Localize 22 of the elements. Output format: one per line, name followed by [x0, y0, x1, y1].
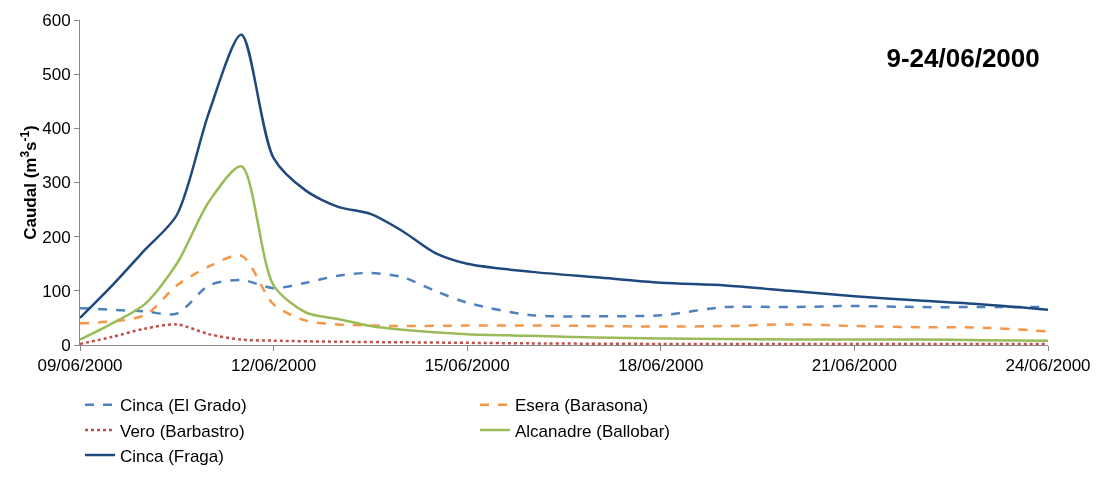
x-tick-label: 12/06/2000 [231, 356, 317, 376]
x-tick-label: 18/06/2000 [618, 356, 704, 376]
y-tick-label: 200 [42, 227, 71, 247]
y-tick-label: 0 [61, 335, 71, 355]
y-tick-label: 400 [42, 119, 71, 139]
x-tick-label: 21/06/2000 [811, 356, 897, 376]
line-series [80, 254, 1048, 333]
y-tick-label: 100 [42, 281, 71, 301]
x-tick-label: 24/06/2000 [1005, 356, 1091, 376]
line-series [80, 33, 1048, 320]
x-tick-label: 09/06/2000 [37, 356, 123, 376]
text: 9-24/06/2000 [886, 42, 1040, 73]
legend-label: Cinca (Fraga) [120, 446, 224, 466]
legend-label: Vero (Barbastro) [120, 421, 245, 441]
y-tick-label: 300 [42, 173, 71, 193]
legend-label: Esera (Barasona) [515, 396, 649, 416]
x-tick-label: 15/06/2000 [424, 356, 510, 376]
legend-label: Alcanadre (Ballobar) [515, 421, 670, 441]
line-series [80, 165, 1048, 342]
y-tick-label: 500 [42, 65, 71, 85]
legend-label: Cinca (El Grado) [120, 396, 247, 416]
y-tick-label: 600 [42, 10, 71, 30]
